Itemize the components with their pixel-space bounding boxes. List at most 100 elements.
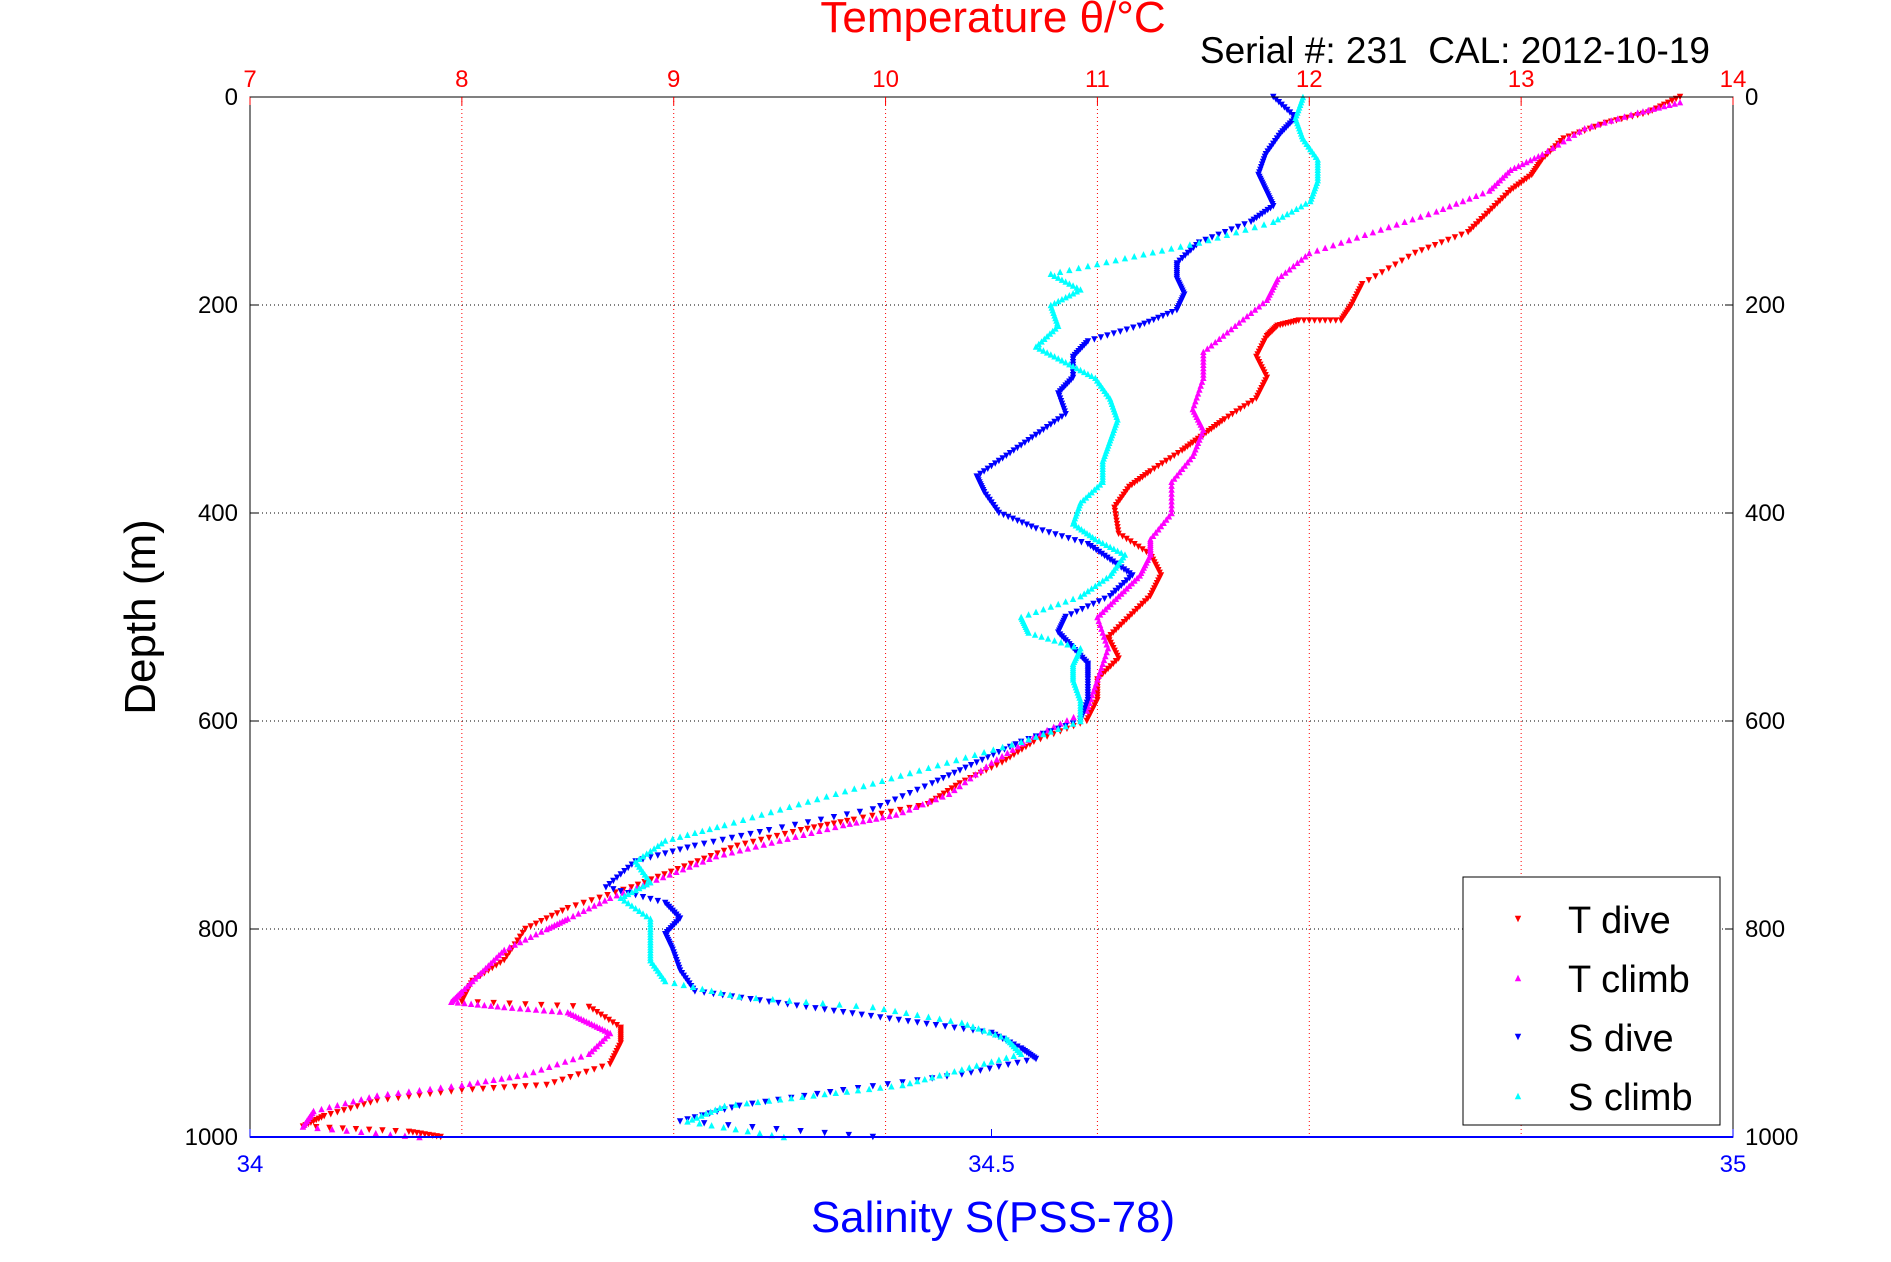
data-point [328, 1126, 336, 1133]
data-point [1263, 296, 1271, 303]
data-point [1043, 424, 1051, 431]
data-point [379, 1127, 386, 1134]
tick-label-depth-right: 200 [1745, 292, 1785, 319]
data-point [1200, 351, 1207, 359]
data-point [926, 798, 933, 805]
data-point [1176, 468, 1183, 476]
data-point [800, 831, 807, 838]
data-point [1298, 256, 1305, 263]
data-point [793, 1002, 801, 1009]
data-point [1223, 329, 1231, 336]
data-point [1163, 457, 1170, 465]
data-point [522, 925, 529, 933]
data-point [967, 1069, 975, 1076]
data-point [1231, 322, 1239, 329]
data-point [708, 987, 715, 994]
data-point [710, 838, 717, 846]
data-point [778, 824, 786, 831]
data-point [943, 1070, 951, 1077]
data-point [756, 1129, 763, 1137]
data-point [1200, 371, 1207, 378]
data-point [1051, 637, 1058, 644]
data-point [1031, 631, 1039, 638]
data-point [906, 769, 914, 777]
tick-label-salinity: 34 [237, 1151, 264, 1178]
data-point [1010, 1052, 1017, 1059]
data-point [765, 834, 773, 842]
data-point [1660, 102, 1668, 110]
data-point [1150, 316, 1157, 324]
data-point [609, 1019, 617, 1026]
data-point [720, 1124, 727, 1131]
data-point [1594, 121, 1602, 128]
data-point [1645, 106, 1652, 114]
data-point [1158, 247, 1166, 254]
data-point [628, 888, 636, 896]
data-point [1438, 239, 1445, 246]
data-point [696, 1120, 703, 1127]
data-point [886, 1015, 893, 1022]
data-point [527, 923, 534, 930]
data-point [1063, 717, 1071, 724]
data-point [961, 778, 969, 786]
data-point [508, 1004, 516, 1011]
data-point [1088, 585, 1095, 592]
data-point [878, 777, 886, 784]
data-point [1088, 489, 1095, 496]
data-point [951, 786, 958, 794]
data-point [461, 999, 468, 1007]
data-point [669, 848, 676, 855]
data-point [1103, 541, 1110, 549]
data-point [524, 1005, 532, 1013]
data-point [679, 866, 687, 873]
data-point [1165, 513, 1173, 520]
data-point [956, 767, 964, 774]
data-point [1058, 295, 1066, 303]
data-point [585, 1003, 593, 1011]
data-point [892, 811, 900, 818]
data-point [1155, 314, 1162, 322]
data-point [1168, 502, 1175, 509]
tick-label-depth-right: 0 [1745, 84, 1758, 111]
data-point [1168, 490, 1175, 497]
data-point [773, 832, 781, 840]
data-point [980, 468, 988, 475]
data-point [792, 833, 799, 840]
y-axis-label: Depth (m) [116, 519, 165, 715]
data-point [1232, 229, 1240, 236]
data-point [1417, 213, 1424, 220]
data-point [466, 1080, 474, 1087]
data-point [686, 863, 693, 870]
data-point [853, 819, 860, 826]
data-point [1008, 741, 1016, 748]
data-point [1425, 244, 1432, 251]
data-point [569, 1003, 577, 1010]
data-point [1515, 162, 1522, 170]
data-point [1014, 743, 1022, 750]
data-point [1306, 249, 1313, 257]
data-point [1200, 355, 1207, 362]
legend: T dive T climb S dive S climb [1462, 876, 1721, 1126]
data-point [1036, 429, 1043, 436]
data-point [888, 775, 895, 782]
data-point [1069, 595, 1077, 602]
data-point [972, 771, 979, 778]
data-point [514, 937, 521, 944]
data-point [588, 897, 595, 904]
data-point [613, 874, 621, 881]
data-point [684, 844, 691, 851]
data-point [784, 835, 791, 842]
data-point [749, 814, 756, 821]
data-point [1062, 294, 1069, 301]
data-point [1614, 115, 1622, 122]
data-point [1009, 515, 1017, 523]
data-point [569, 912, 577, 920]
data-point [1106, 572, 1114, 579]
data-point [1062, 723, 1069, 730]
data-point [789, 828, 797, 836]
data-point [1225, 413, 1232, 420]
data-point [698, 1112, 705, 1119]
data-point [923, 1020, 930, 1028]
data-point [662, 977, 669, 985]
